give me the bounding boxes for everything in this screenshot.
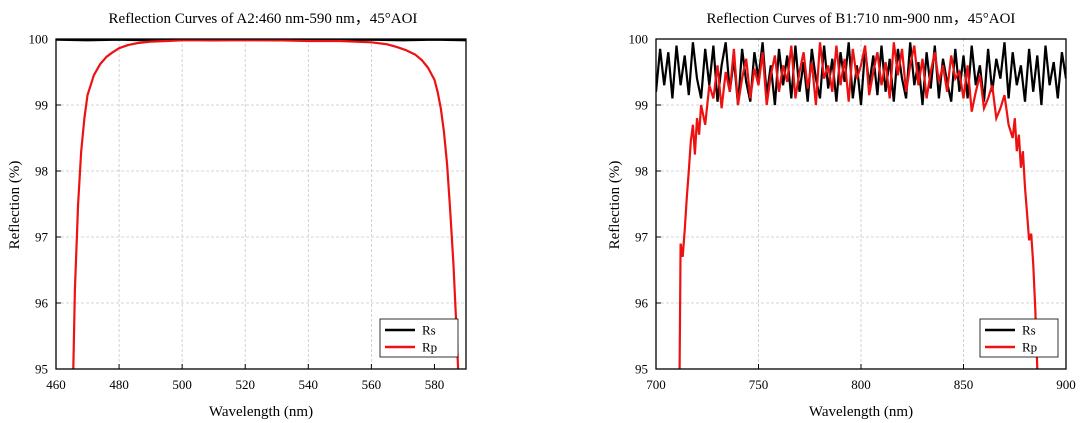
chart-b1-svg: Reflection Curves of B1:710 nm-900 nm，45… (607, 11, 1076, 420)
x-axis-label: Wavelength (nm) (809, 404, 913, 420)
y-tick-label: 98 (635, 164, 648, 179)
x-tick-label: 700 (646, 377, 666, 392)
y-tick-label: 96 (35, 296, 49, 311)
x-tick-label: 480 (109, 377, 129, 392)
x-tick-label: 800 (851, 377, 871, 392)
series-line-rp (72, 39, 460, 369)
x-tick-label: 540 (299, 377, 319, 392)
y-tick-label: 97 (635, 230, 649, 245)
y-axis-label: Reflection (%) (607, 161, 623, 250)
series-line-rp (678, 42, 1039, 369)
x-tick-label: 560 (362, 377, 382, 392)
legend-label-rp: Rp (422, 340, 437, 355)
legend-label-rs: Rs (422, 323, 436, 338)
y-tick-label: 98 (35, 164, 48, 179)
legend-label-rp: Rp (1022, 340, 1037, 355)
y-tick-label: 96 (635, 296, 649, 311)
x-tick-label: 460 (46, 377, 66, 392)
chart-title: Reflection Curves of A2:460 nm-590 nm，45… (109, 11, 418, 27)
y-axis-label: Reflection (%) (7, 161, 23, 250)
x-tick-label: 850 (954, 377, 974, 392)
x-tick-label: 900 (1056, 377, 1076, 392)
y-tick-label: 99 (635, 98, 648, 113)
y-tick-label: 100 (629, 32, 649, 47)
x-tick-label: 580 (425, 377, 445, 392)
chart-a2: Reflection Curves of A2:460 nm-590 nm，45… (0, 0, 540, 423)
y-tick-label: 97 (35, 230, 49, 245)
chart-b1: Reflection Curves of B1:710 nm-900 nm，45… (541, 0, 1082, 423)
y-tick-label: 100 (29, 32, 49, 47)
legend-box (379, 318, 459, 358)
x-tick-label: 500 (172, 377, 192, 392)
chart-a2-svg: Reflection Curves of A2:460 nm-590 nm，45… (7, 11, 467, 420)
x-axis-label: Wavelength (nm) (209, 404, 313, 420)
y-tick-label: 95 (35, 362, 48, 377)
legend: Rs Rp (379, 318, 459, 358)
legend-box (979, 318, 1059, 358)
series-line-rs (656, 42, 1066, 106)
x-tick-label: 520 (235, 377, 255, 392)
x-tick-label: 750 (749, 377, 769, 392)
legend: Rs Rp (979, 318, 1059, 358)
y-tick-label: 99 (35, 98, 48, 113)
y-tick-label: 95 (635, 362, 648, 377)
chart-title: Reflection Curves of B1:710 nm-900 nm，45… (707, 11, 1016, 27)
plot-frame (55, 38, 467, 370)
legend-label-rs: Rs (1022, 323, 1036, 338)
